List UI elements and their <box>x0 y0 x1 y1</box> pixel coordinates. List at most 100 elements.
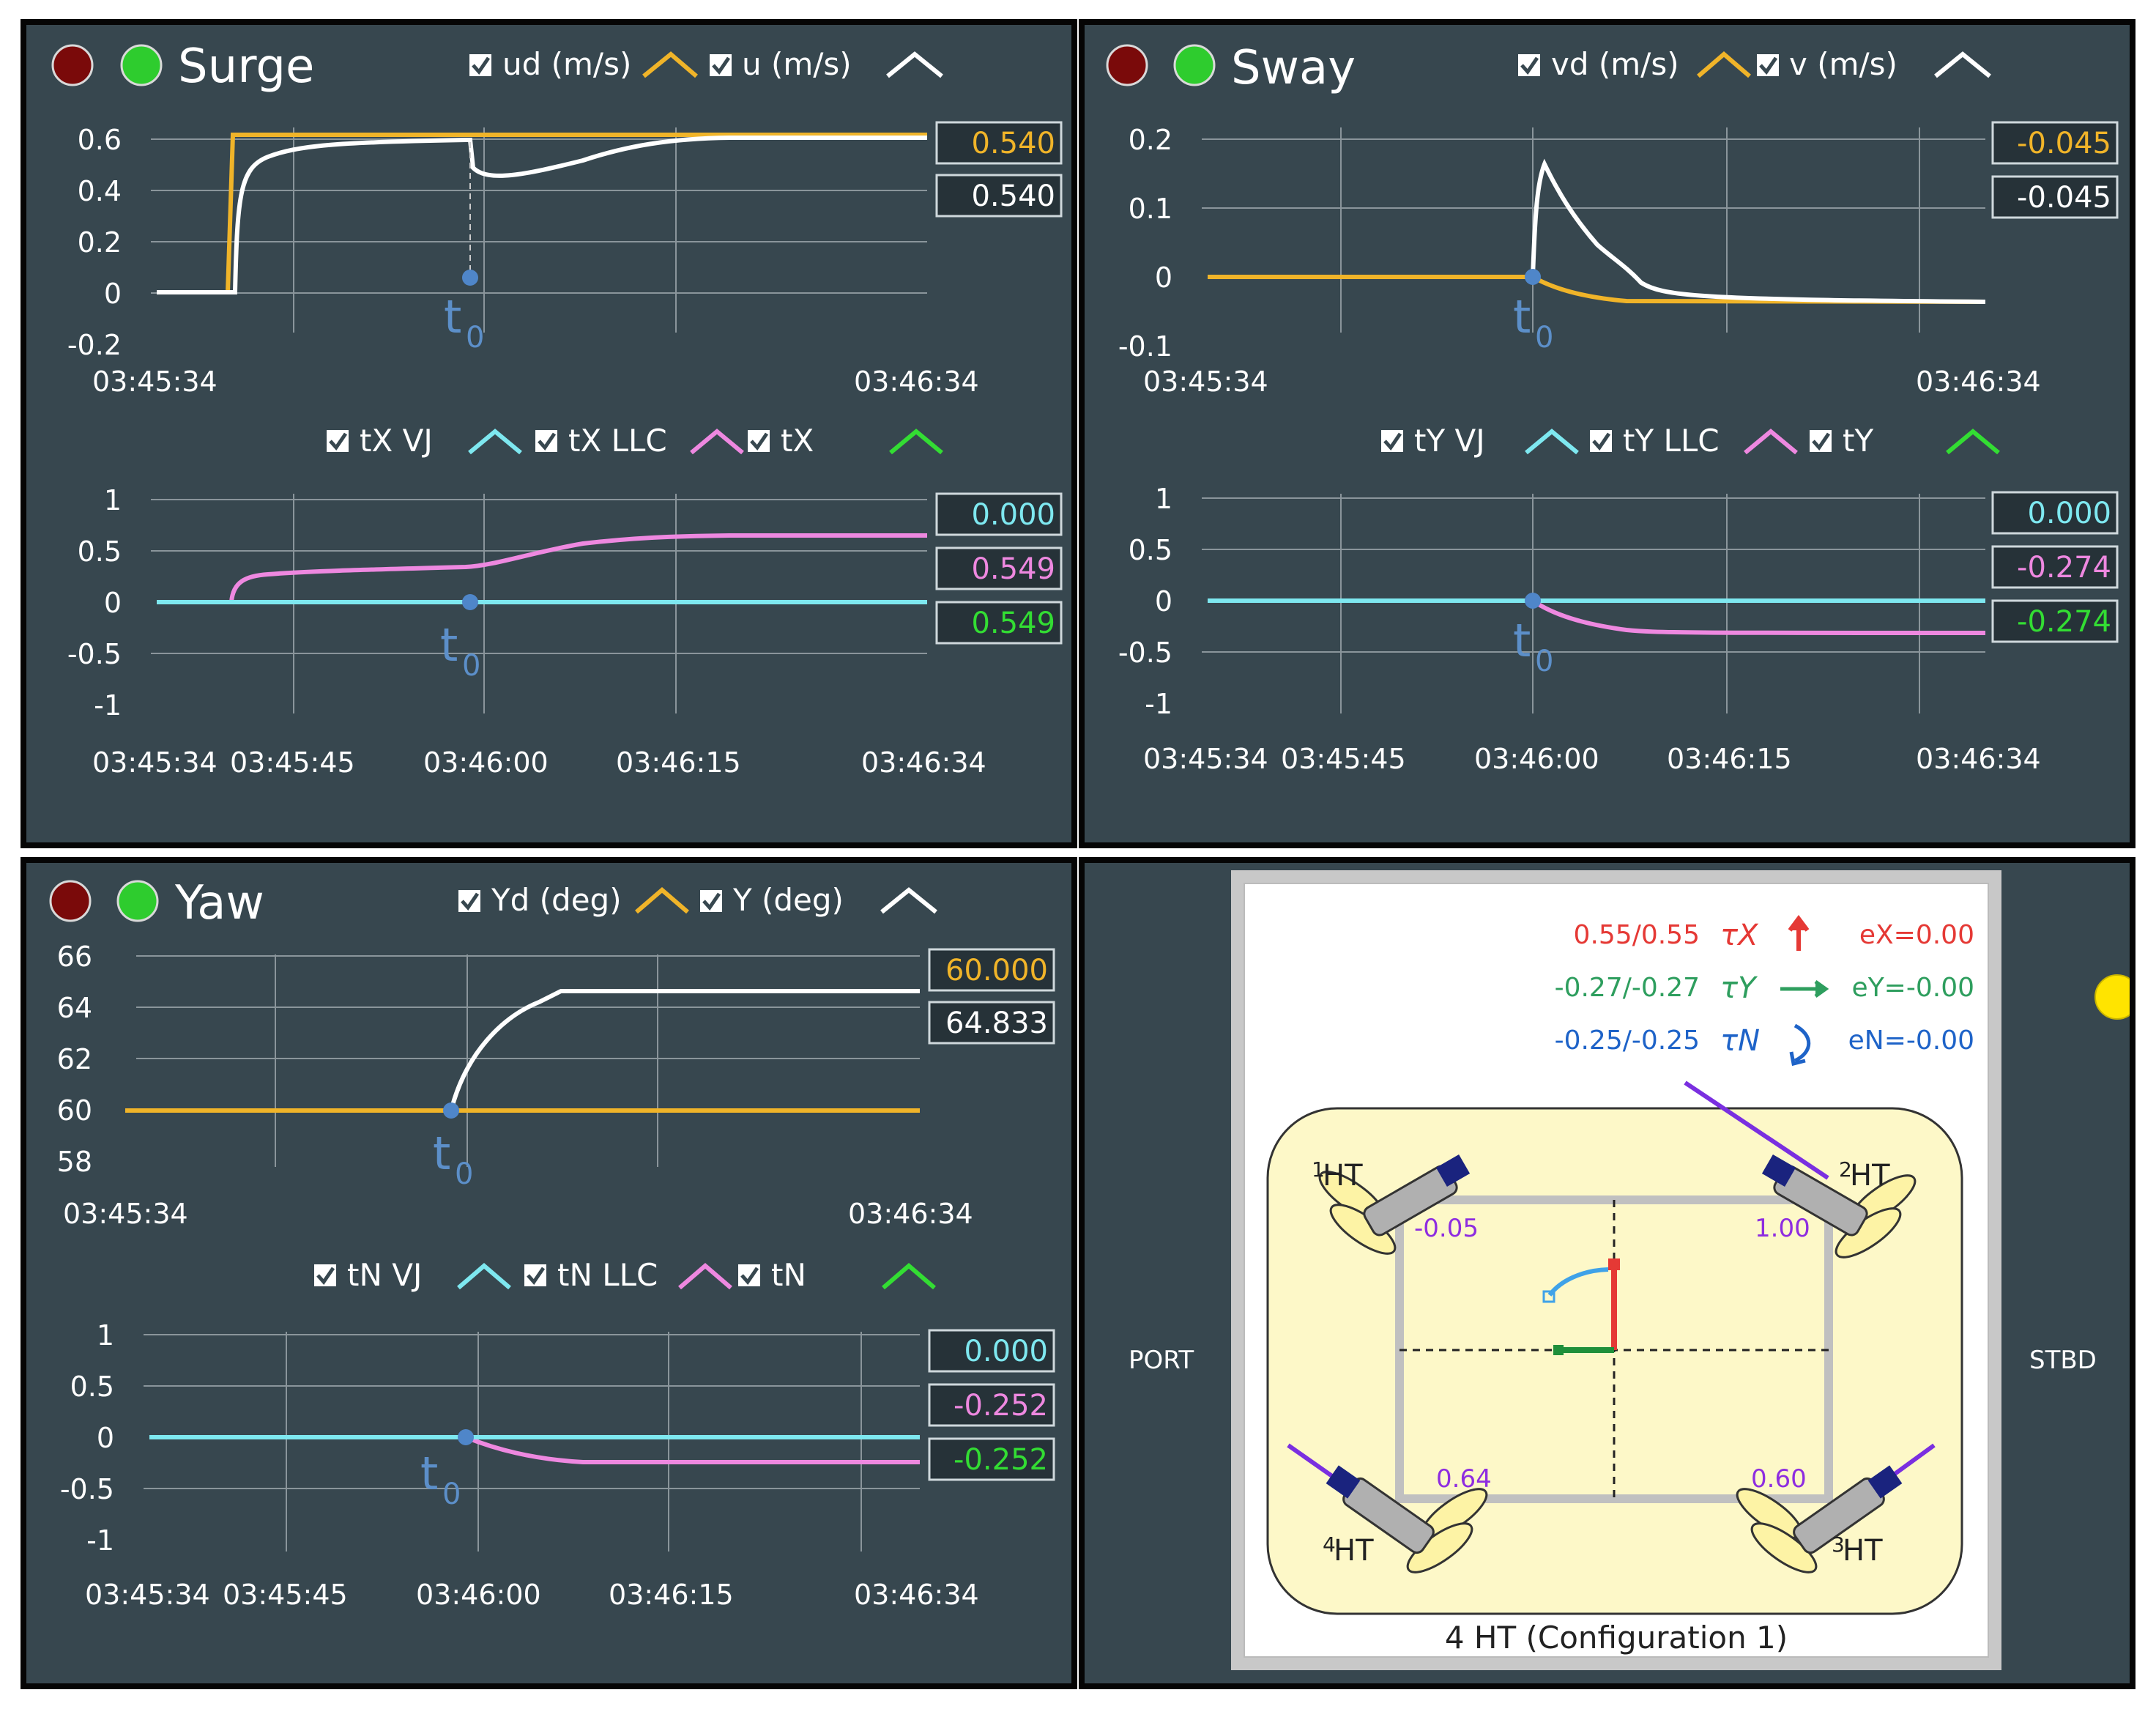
thruster-4-value: 0.64 <box>1436 1464 1492 1494</box>
check-icon <box>527 1267 546 1286</box>
sway-bottom-grid <box>1202 494 1985 713</box>
y-tick: -0.5 <box>67 638 122 670</box>
arrow-up-icon <box>1788 915 1810 951</box>
tn-value: -0.252 <box>954 1443 1048 1477</box>
thruster-1-label: HT <box>1323 1159 1363 1193</box>
legend-label-ud: ud (m/s) <box>502 46 631 82</box>
tx-value-box <box>935 601 1063 645</box>
yaw-svg: Yaw Yd (deg) Y (deg) 66 64 62 60 58 03:4… <box>49 876 1055 1611</box>
legend-line-ud-icon <box>642 51 698 78</box>
force-y-tip <box>1553 1345 1564 1355</box>
y-tick: -1 <box>86 1524 114 1557</box>
panel-title: Surge <box>178 40 314 94</box>
x-label: 03:46:00 <box>423 746 549 779</box>
tau-x-error: eX=0.00 <box>1859 920 1974 950</box>
ud-value: 0.540 <box>971 127 1055 160</box>
sway-top-grid <box>1202 127 1985 333</box>
arrow-right-icon <box>1780 979 1829 998</box>
legend-line-tn-vj-icon <box>457 1263 511 1290</box>
u-series-line <box>157 136 927 294</box>
x-label: 03:45:45 <box>223 1579 348 1611</box>
diagram-caption: 4 HT (Configuration 1) <box>1445 1620 1788 1656</box>
tx-llc-value: 0.549 <box>971 552 1055 586</box>
y-tick: 0.2 <box>1129 124 1172 156</box>
legend-label-tn: tN <box>771 1257 806 1293</box>
status-led-red-icon <box>51 44 94 86</box>
x-label: 03:46:34 <box>1916 743 2041 775</box>
thruster-3-icon[interactable] <box>1731 1465 1903 1580</box>
surge-panel: Surge ud (m/s) u (m/s) 0.6 0.4 0.2 0 -0.… <box>21 19 1077 848</box>
legend-line-v-icon <box>1934 51 1991 78</box>
legend-line-tx-vj-icon <box>468 429 522 455</box>
t0-marker-subscript: 0 <box>455 1157 473 1191</box>
y-tick: 0.5 <box>1129 534 1172 566</box>
y-tick: 64 <box>57 992 92 1024</box>
tau-y-symbol: τY <box>1720 971 1758 1005</box>
x-label: 03:45:45 <box>1281 743 1406 775</box>
y-value-box <box>928 1001 1055 1045</box>
check-icon <box>316 1267 335 1286</box>
surge-svg: Surge ud (m/s) u (m/s) 0.6 0.4 0.2 0 -0.… <box>51 40 1063 779</box>
thruster-1-icon[interactable] <box>1313 1154 1471 1262</box>
t0-marker-label: t <box>444 290 461 344</box>
check-icon <box>472 56 491 75</box>
tau-n-error: eN=-0.00 <box>1848 1026 1974 1056</box>
tau-x-value: 0.55/0.55 <box>1574 920 1700 950</box>
thruster-2-value: 1.00 <box>1755 1214 1810 1243</box>
t0-marker-subscript: 0 <box>462 649 480 683</box>
check-icon <box>1759 56 1778 75</box>
x-label: 03:46:00 <box>416 1579 541 1611</box>
sway-svg: Sway vd (m/s) v (m/s) 0.2 0.1 0 -0.1 03:… <box>1106 41 2119 775</box>
vd-series-line <box>1208 275 1986 304</box>
y-tick: 0 <box>1155 262 1172 294</box>
thruster-2-force-line <box>1684 1080 1829 1180</box>
thruster-2-icon[interactable] <box>1761 1154 1922 1266</box>
y-tick: 0.5 <box>78 535 122 568</box>
t0-marker-subscript: 0 <box>1535 645 1553 678</box>
panel-title: Sway <box>1231 41 1356 95</box>
stbd-label: STBD <box>2029 1346 2097 1375</box>
check-icon <box>750 432 769 451</box>
thruster-4-icon[interactable] <box>1326 1465 1493 1580</box>
legend-label-tn-vj: tN VJ <box>347 1257 422 1293</box>
legend-line-ty-vj-icon <box>1525 429 1579 455</box>
x-label: 03:45:34 <box>63 1198 188 1230</box>
t0-marker-dot <box>462 594 478 610</box>
moment-n-tip <box>1542 1290 1555 1303</box>
y-tick: 0.2 <box>78 226 122 259</box>
legend-line-y-icon <box>880 887 937 914</box>
ud-value-box <box>935 121 1063 165</box>
y-tick: 66 <box>57 941 92 973</box>
thruster-1-value: -0.05 <box>1414 1214 1479 1243</box>
legend-line-tx-llc-icon <box>690 429 744 455</box>
y-tick: 1 <box>1155 483 1172 515</box>
force-x-tip <box>1608 1258 1620 1270</box>
x-label: 03:46:34 <box>854 366 979 398</box>
x-label: 03:46:34 <box>861 746 986 779</box>
tn-vj-value: 0.000 <box>964 1335 1048 1368</box>
x-label: 03:45:45 <box>230 746 355 779</box>
x-label: 03:46:15 <box>616 746 741 779</box>
ty-vj-value-box <box>1991 491 2119 535</box>
x-label: 03:45:34 <box>92 366 218 398</box>
legend-line-ty-llc-icon <box>1744 429 1798 455</box>
tau-x-symbol: τX <box>1720 919 1759 952</box>
status-led-green-icon <box>120 44 163 86</box>
sway-panel: Sway vd (m/s) v (m/s) 0.2 0.1 0 -0.1 03:… <box>1079 19 2135 848</box>
v-series-line <box>1531 158 1986 304</box>
x-label: 03:46:34 <box>848 1198 973 1230</box>
x-label: 03:45:34 <box>1143 743 1268 775</box>
check-icon <box>712 56 731 75</box>
y-value: 64.833 <box>945 1007 1048 1040</box>
y-tick: 62 <box>57 1043 92 1075</box>
legend-label-yd: Yd (deg) <box>491 882 622 918</box>
check-icon <box>538 432 557 451</box>
tau-n-symbol: τN <box>1720 1024 1760 1058</box>
t0-marker-subscript: 0 <box>1535 321 1553 355</box>
x-label: 03:46:00 <box>1474 743 1599 775</box>
yaw-panel: Yaw Yd (deg) Y (deg) 66 64 62 60 58 03:4… <box>21 857 1077 1689</box>
y-tick: 0 <box>104 278 122 310</box>
thruster-2-sup: 2 <box>1839 1157 1852 1182</box>
legend-line-ty-icon <box>1946 429 2000 455</box>
t0-marker-dot <box>1525 269 1541 285</box>
